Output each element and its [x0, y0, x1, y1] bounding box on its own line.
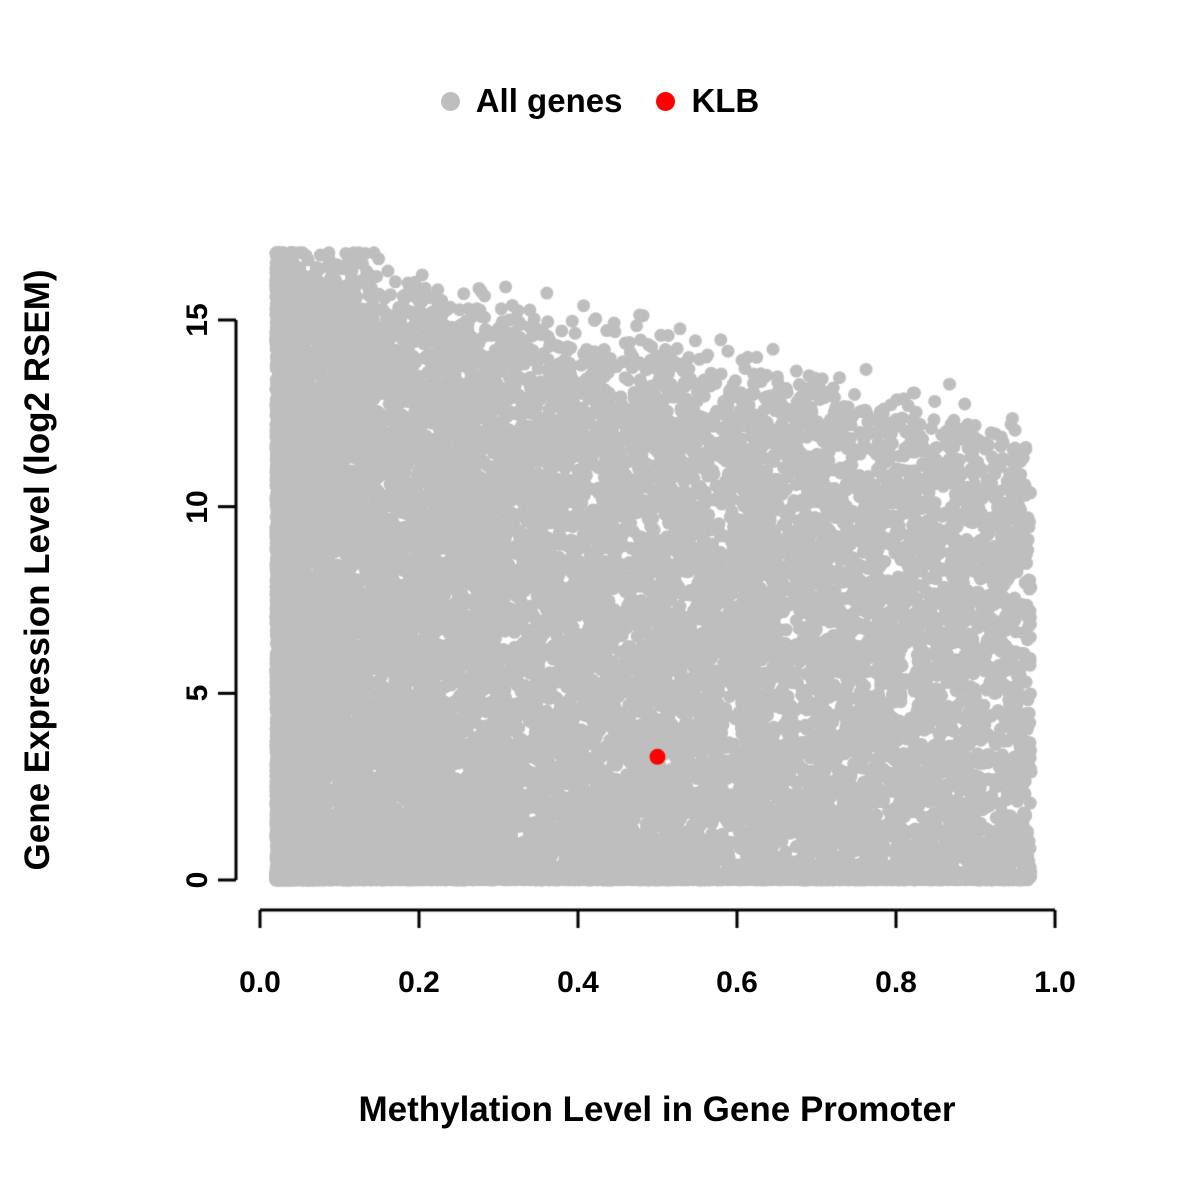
- legend-label-all-genes: All genes: [475, 82, 623, 119]
- legend: All genes KLB: [0, 82, 1200, 120]
- legend-item-klb: KLB: [656, 82, 759, 120]
- y-tick-label-10: 10: [181, 489, 214, 524]
- x-tick-label-0.4: 0.4: [557, 966, 599, 999]
- all-genes-marker-icon: [440, 91, 460, 111]
- legend-label-klb: KLB: [691, 82, 760, 119]
- x-tick-label-0.2: 0.2: [398, 966, 440, 999]
- x-tick-label-0.8: 0.8: [875, 966, 917, 999]
- y-axis-title: Gene Expression Level (log2 RSEM): [18, 269, 57, 871]
- y-tick-label-15: 15: [181, 303, 214, 337]
- x-tick-label-0.0: 0.0: [239, 966, 281, 999]
- y-tick-label-5: 5: [181, 684, 214, 702]
- y-tick-label-0: 0: [181, 871, 214, 889]
- x-axis-title: Methylation Level in Gene Promoter: [358, 1090, 956, 1129]
- x-tick-label-0.6: 0.6: [716, 966, 758, 999]
- x-tick-label-1.0: 1.0: [1034, 966, 1076, 999]
- klb-marker-icon: [656, 91, 676, 111]
- legend-item-all-genes: All genes: [440, 82, 623, 120]
